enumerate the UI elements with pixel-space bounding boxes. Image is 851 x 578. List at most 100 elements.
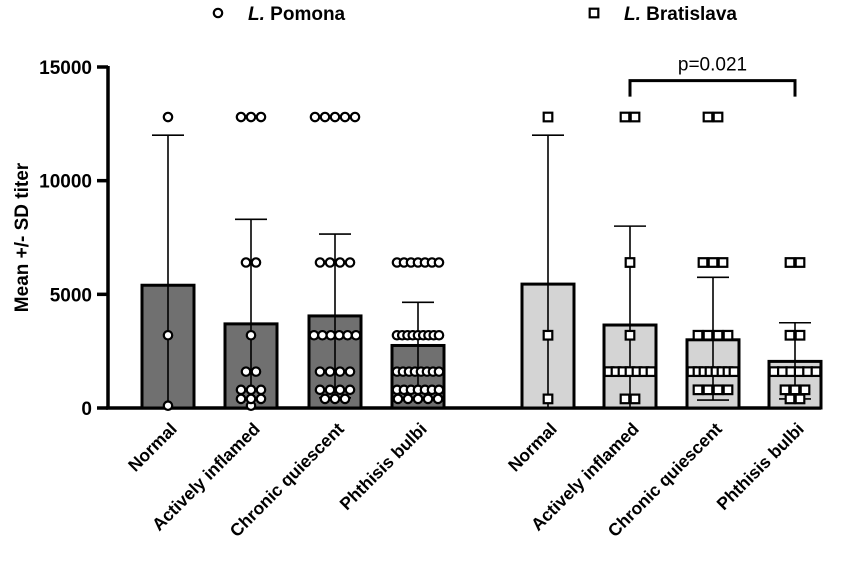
data-point bbox=[235, 393, 247, 405]
data-point bbox=[334, 257, 346, 268]
data-point bbox=[422, 393, 434, 405]
data-point bbox=[702, 329, 714, 341]
data-point bbox=[433, 257, 445, 268]
data-point bbox=[329, 111, 341, 123]
y-tick-label: 5000 bbox=[50, 285, 92, 306]
data-point bbox=[717, 257, 729, 268]
data-point bbox=[235, 384, 247, 396]
data-point bbox=[433, 366, 445, 377]
data-point bbox=[255, 111, 267, 123]
data-point bbox=[712, 329, 724, 341]
data-point bbox=[342, 329, 353, 341]
data-point bbox=[784, 329, 796, 341]
data-point bbox=[779, 384, 791, 396]
data-point bbox=[402, 393, 414, 405]
data-point bbox=[624, 257, 636, 268]
legend-square-marker bbox=[588, 7, 600, 19]
data-point bbox=[334, 384, 346, 396]
legend-serovar: Bratislava bbox=[641, 4, 738, 25]
x-tick-label: Normal bbox=[124, 419, 181, 476]
y-tick-label: 10000 bbox=[39, 172, 92, 193]
significance-bracket bbox=[628, 79, 797, 97]
data-point bbox=[339, 393, 351, 405]
data-point bbox=[329, 393, 341, 405]
data-point bbox=[702, 111, 714, 123]
data-point bbox=[692, 384, 704, 396]
data-point bbox=[702, 384, 714, 396]
data-point bbox=[722, 384, 734, 396]
data-point bbox=[333, 329, 345, 341]
data-point bbox=[339, 111, 351, 123]
x-tick-label: Phthisis bulbi bbox=[713, 419, 808, 514]
data-point bbox=[810, 366, 822, 378]
data-points bbox=[162, 111, 822, 412]
data-point bbox=[162, 400, 174, 412]
legend-label: L. Pomona bbox=[248, 4, 346, 25]
data-point bbox=[350, 329, 362, 341]
data-point bbox=[240, 257, 252, 268]
data-point bbox=[324, 257, 336, 268]
data-point bbox=[245, 111, 257, 123]
data-point bbox=[308, 329, 320, 341]
data-point bbox=[319, 393, 331, 405]
data-point bbox=[245, 329, 257, 341]
data-point bbox=[255, 393, 267, 405]
data-point bbox=[319, 111, 331, 123]
data-point bbox=[325, 329, 337, 341]
data-point bbox=[619, 111, 631, 123]
data-point bbox=[314, 257, 326, 268]
data-point bbox=[255, 384, 267, 396]
data-point bbox=[245, 393, 257, 405]
data-point bbox=[542, 329, 554, 341]
data-point bbox=[629, 111, 641, 123]
data-point bbox=[799, 384, 811, 396]
legend-genus: L. bbox=[624, 4, 641, 25]
data-point bbox=[794, 257, 806, 268]
legend-serovar: Pomona bbox=[265, 4, 346, 25]
data-point bbox=[433, 329, 445, 341]
data-point bbox=[712, 111, 724, 123]
annotations: p=0.021 bbox=[628, 55, 797, 97]
data-point bbox=[240, 366, 252, 377]
data-point bbox=[235, 111, 247, 123]
data-point bbox=[324, 366, 336, 377]
data-point bbox=[432, 393, 444, 405]
y-tick-label: 0 bbox=[81, 399, 92, 420]
data-point bbox=[162, 111, 174, 123]
data-point bbox=[344, 384, 356, 396]
data-point bbox=[629, 393, 641, 405]
x-tick-label: Phthisis bulbi bbox=[336, 419, 431, 514]
data-point bbox=[722, 329, 734, 341]
y-axis-title: Mean +/- SD titer bbox=[12, 162, 33, 312]
legend-label: L. Bratislava bbox=[624, 4, 737, 25]
data-point bbox=[317, 329, 328, 341]
data-point bbox=[784, 257, 796, 268]
legend-circle-marker bbox=[212, 7, 224, 19]
data-point bbox=[645, 366, 657, 378]
data-point bbox=[619, 393, 631, 405]
data-point bbox=[697, 257, 709, 268]
data-point bbox=[245, 384, 257, 396]
data-point bbox=[334, 366, 346, 377]
data-point bbox=[707, 257, 719, 268]
data-point bbox=[542, 111, 554, 123]
data-point bbox=[784, 393, 796, 405]
y-tick-label: 15000 bbox=[39, 58, 92, 79]
data-point bbox=[162, 329, 174, 341]
data-point bbox=[344, 257, 356, 268]
data-point bbox=[324, 384, 336, 396]
x-tick-label: Normal bbox=[504, 419, 561, 476]
data-point bbox=[624, 329, 636, 341]
data-point bbox=[250, 366, 262, 377]
data-point bbox=[314, 384, 326, 396]
data-point bbox=[349, 111, 361, 123]
data-point bbox=[728, 366, 740, 378]
p-value-label: p=0.021 bbox=[678, 55, 747, 76]
data-point bbox=[794, 329, 806, 341]
data-point bbox=[794, 393, 806, 405]
data-point bbox=[412, 393, 424, 405]
data-point bbox=[712, 384, 724, 396]
legend: L. Pomona L. Bratislava bbox=[212, 4, 737, 25]
